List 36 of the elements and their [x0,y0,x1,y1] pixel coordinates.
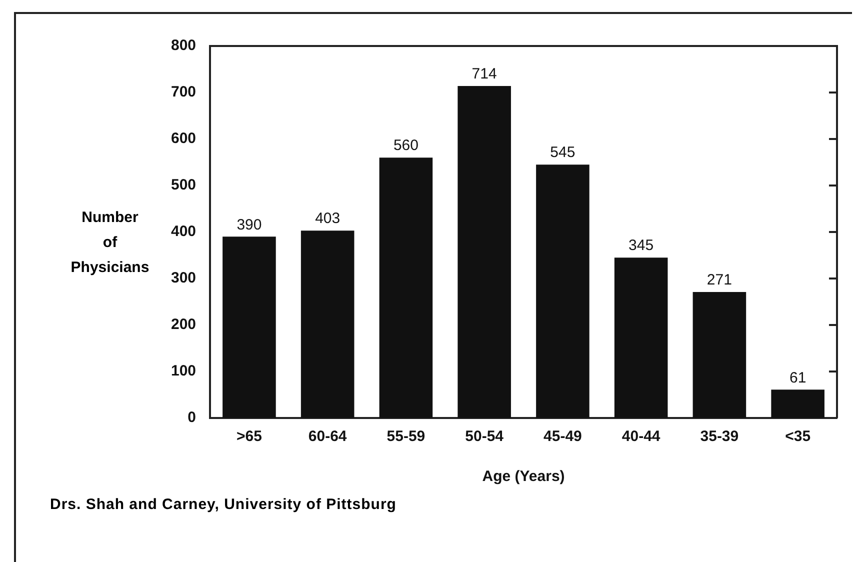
x-tick-label: 55-59 [386,428,426,446]
y-tick-label: 100 [170,362,196,380]
bar [222,236,276,418]
bar [536,164,590,418]
data-label: 545 [550,144,576,162]
y-tick-label: 0 [188,409,196,426]
x-tick-label: 35-39 [700,428,739,446]
x-tick-label: >65 [236,428,262,446]
bar [458,86,511,418]
y-tick-label: 800 [170,37,196,54]
y-tick-label: 700 [170,84,196,101]
y-tick-label: 600 [170,130,196,148]
x-tick-label: 40-44 [622,428,661,446]
x-tick-label: 60-64 [308,428,348,446]
bar [771,390,824,418]
data-label: 61 [789,369,806,386]
data-label: 345 [628,237,654,254]
bar [379,158,433,418]
y-tick-label: 400 [170,223,196,240]
bar [614,258,668,418]
data-label: 560 [393,137,418,154]
y-axis-title: Number of Physicians [70,209,150,276]
x-axis-title: Age (Years) [482,468,565,486]
x-tick-label: <35 [785,428,811,446]
bar [692,292,746,418]
data-label: 271 [706,272,732,289]
y-tick-label: 200 [170,316,196,334]
data-label: 403 [315,210,340,228]
x-tick-label: 50-54 [465,428,504,446]
text: Drs. Shah and Carney, University of Pittsburg [50,496,396,513]
data-label: 714 [472,66,497,83]
bar [300,230,354,418]
data-label: 390 [236,216,262,234]
y-tick-label: 300 [170,270,196,287]
x-tick-label: 45-49 [544,428,582,446]
y-tick-label: 500 [170,176,196,194]
